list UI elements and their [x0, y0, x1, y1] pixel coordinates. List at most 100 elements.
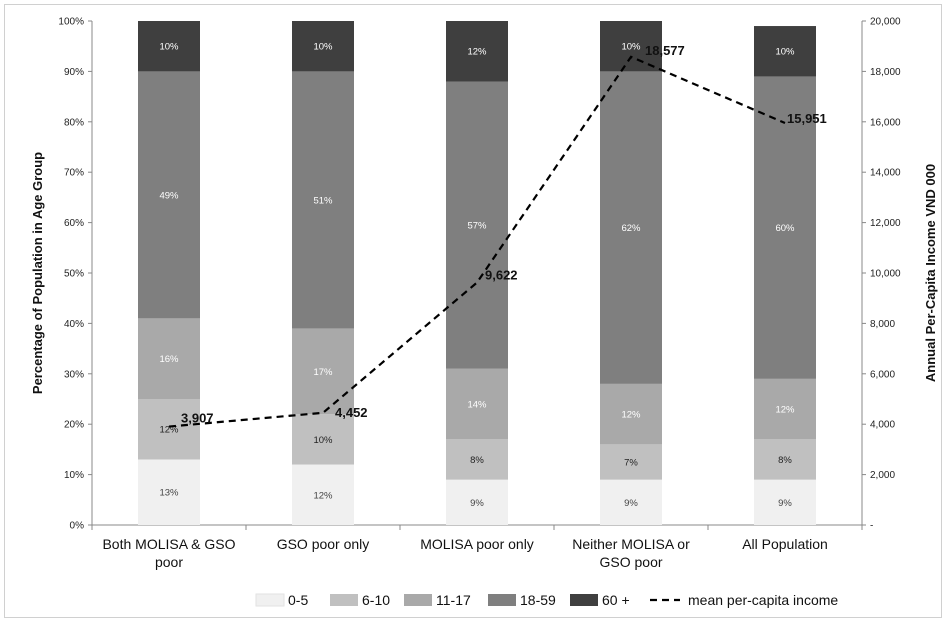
bar-data-label: 10% [621, 42, 641, 53]
legend-label: 60 + [602, 592, 630, 608]
y2-tick-label: 6,000 [870, 369, 895, 380]
income-data-label: 4,452 [335, 405, 368, 420]
income-line [168, 55, 786, 428]
y2-tick-label: 18,000 [870, 67, 901, 78]
x-category-label: GSO poor [599, 554, 662, 570]
x-category-label: poor [155, 554, 183, 570]
y2-tick-label: 12,000 [870, 218, 901, 229]
bar-data-label: 12% [775, 405, 795, 416]
bar-data-label: 17% [313, 367, 333, 378]
legend-swatch [570, 594, 598, 606]
y-tick-label: 90% [64, 67, 84, 78]
bar-data-label: 12% [467, 47, 487, 58]
y-tick-label: 100% [58, 17, 84, 28]
legend-swatch [330, 594, 358, 606]
x-category-label: GSO poor only [277, 536, 370, 552]
legend-label: mean per-capita income [688, 592, 838, 608]
bar-data-label: 57% [467, 221, 487, 232]
y-tick-label: 80% [64, 117, 84, 128]
y2-axis-title: Annual Per-Capita Income VND 000 [923, 164, 938, 382]
y-tick-label: 70% [64, 168, 84, 179]
bar-segment-60+ [446, 21, 508, 82]
bar-segment-11-17 [754, 378, 816, 440]
bar-data-label: 51% [313, 195, 333, 206]
bar-data-label: 13% [159, 488, 179, 499]
bar-segment-0-5 [446, 479, 508, 525]
bar-segment-11-17 [446, 368, 508, 440]
bar-data-label: 10% [775, 47, 795, 58]
y2-tick-label: 2,000 [870, 470, 895, 481]
bar-segment-6-10 [292, 414, 354, 465]
bar-segment-6-10 [138, 399, 200, 460]
bar-data-label: 9% [470, 498, 484, 509]
bar-data-label: 14% [467, 400, 487, 411]
income-data-label: 9,622 [485, 268, 518, 283]
y-tick-label: 0% [70, 521, 85, 532]
y-axis-title: Percentage of Population in Age Group [30, 152, 45, 394]
bar-segment-60+ [754, 26, 816, 77]
bar-segment-0-5 [754, 479, 816, 525]
bar-data-label: 9% [778, 498, 792, 509]
x-category-label: MOLISA poor only [420, 536, 534, 552]
bar-data-label: 12% [159, 425, 179, 436]
bar-segment-11-17 [292, 328, 354, 415]
y-tick-label: 50% [64, 269, 84, 280]
bar-data-label: 16% [159, 354, 179, 365]
bar-segment-0-5 [292, 464, 354, 525]
legend-swatch [404, 594, 432, 606]
bar-data-label: 7% [624, 458, 638, 469]
bar-segment-18-59 [138, 71, 200, 319]
y-tick-label: 40% [64, 319, 84, 330]
income-data-label: 18,577 [645, 43, 685, 58]
legend-label: 0-5 [288, 592, 308, 608]
y-tick-label: 10% [64, 470, 84, 481]
bar-segment-60+ [138, 21, 200, 72]
y2-tick-label: 16,000 [870, 117, 901, 128]
bar-segment-18-59 [292, 71, 354, 329]
bar-data-label: 12% [621, 410, 641, 421]
legend-label: 11-17 [436, 592, 471, 608]
bar-data-label: 10% [313, 42, 333, 53]
chart-frame [4, 4, 942, 618]
legend-swatch [488, 594, 516, 606]
y2-tick-label: 4,000 [870, 420, 895, 431]
bar-segment-11-17 [138, 318, 200, 399]
bar-data-label: 60% [775, 223, 795, 234]
bar-data-label: 12% [313, 490, 333, 501]
bar-data-label: 10% [159, 42, 179, 53]
income-data-label: 15,951 [787, 111, 827, 126]
bar-segment-18-59 [446, 81, 508, 369]
bar-segment-18-59 [754, 76, 816, 379]
bar-segment-60+ [292, 21, 354, 72]
y-tick-label: 60% [64, 218, 84, 229]
y-tick-label: 30% [64, 369, 84, 380]
y2-tick-label: 14,000 [870, 168, 901, 179]
y2-tick-label: - [870, 521, 873, 532]
bar-segment-11-17 [600, 383, 662, 445]
y-tick-label: 20% [64, 420, 84, 431]
x-category-label: All Population [742, 536, 828, 552]
bar-data-label: 49% [159, 190, 179, 201]
bar-data-label: 9% [624, 498, 638, 509]
x-category-label: Both MOLISA & GSO [102, 536, 235, 552]
x-category-label: Neither MOLISA or [572, 536, 690, 552]
legend-label: 6-10 [362, 592, 390, 608]
bar-segment-0-5 [138, 459, 200, 525]
bar-segment-6-10 [600, 444, 662, 480]
bar-data-label: 8% [778, 455, 792, 466]
y2-tick-label: 8,000 [870, 319, 895, 330]
bar-segment-6-10 [754, 439, 816, 480]
bar-segment-60+ [600, 21, 662, 72]
bar-data-label: 62% [621, 223, 641, 234]
bar-data-label: 8% [470, 455, 484, 466]
legend-swatch [255, 593, 285, 607]
bar-segment-6-10 [446, 439, 508, 480]
legend-label: 18-59 [520, 592, 556, 608]
bar-data-label: 10% [313, 435, 333, 446]
bar-segment-18-59 [600, 71, 662, 384]
income-data-label: 3,907 [181, 411, 214, 426]
bar-segment-0-5 [600, 479, 662, 525]
y2-tick-label: 10,000 [870, 269, 901, 280]
y2-tick-label: 20,000 [870, 17, 901, 28]
